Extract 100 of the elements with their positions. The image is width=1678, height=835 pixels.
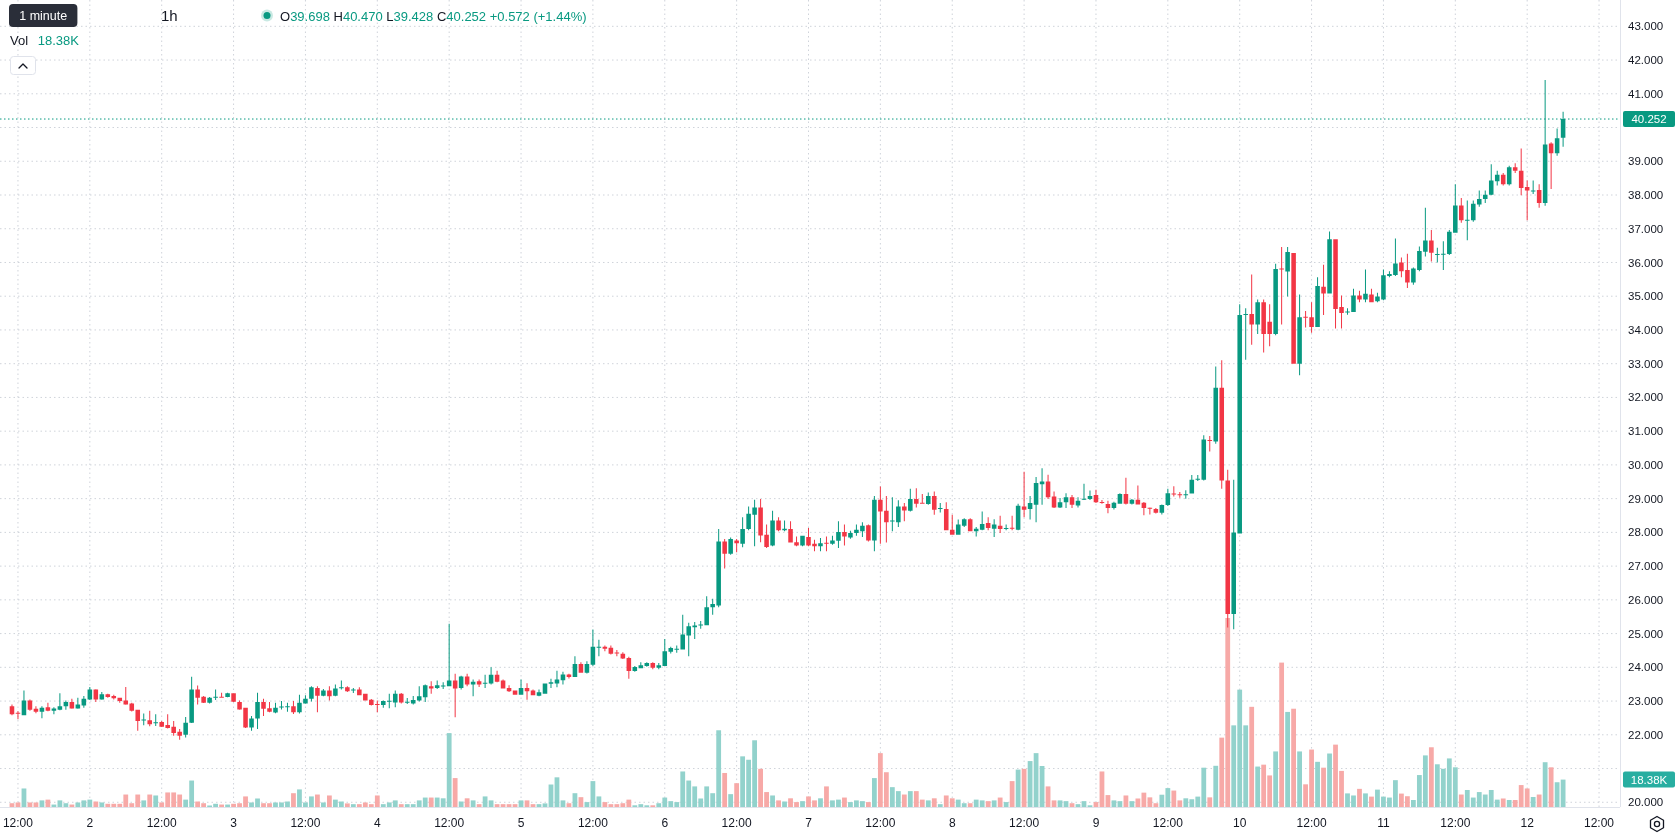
bar — [1285, 711, 1291, 807]
bar — [722, 772, 728, 807]
bar — [464, 798, 470, 807]
candlestick — [207, 697, 212, 704]
x-tick-label: 2 — [86, 816, 94, 831]
y-tick-label: 22.000 — [1628, 728, 1664, 741]
ref-line-label: 40.252 — [1631, 113, 1667, 126]
y-tick-label: 30.000 — [1628, 458, 1664, 471]
candlestick — [189, 676, 194, 723]
bar — [542, 803, 548, 807]
x-tick-label: 12:00 — [290, 816, 321, 831]
bar — [1321, 767, 1326, 807]
candlestick — [1249, 274, 1254, 345]
candlestick — [1321, 264, 1326, 316]
candlestick — [722, 539, 727, 569]
bar — [1273, 751, 1279, 807]
bar — [925, 800, 931, 807]
x-tick-label: 12:00 — [1152, 816, 1184, 831]
bar — [800, 801, 805, 807]
candlestick — [309, 686, 314, 702]
bar — [141, 800, 147, 807]
bar — [1279, 662, 1285, 807]
y-tick-label: 32.000 — [1628, 391, 1664, 404]
bar — [27, 802, 33, 807]
candlestick — [351, 687, 356, 693]
candlestick — [1177, 491, 1183, 498]
bar — [1249, 706, 1255, 807]
bar — [1530, 796, 1536, 807]
bar — [1297, 751, 1302, 807]
y-tick-label: 31.000 — [1628, 425, 1664, 438]
candlestick — [908, 488, 913, 512]
y-tick-label: 35.000 — [1628, 290, 1664, 303]
bar — [782, 801, 787, 807]
candlestick — [1255, 299, 1260, 334]
bar — [33, 802, 39, 807]
candlestick — [800, 535, 805, 547]
y-tick-label: 37.000 — [1628, 222, 1664, 235]
y-tick-label: 26.000 — [1628, 593, 1664, 606]
x-tick-label: 12:00 — [577, 816, 609, 831]
bar — [1015, 769, 1021, 807]
candlestick — [1357, 290, 1362, 303]
bar — [1542, 762, 1548, 807]
candlestick — [1213, 366, 1219, 444]
candlestick — [1465, 200, 1470, 241]
bar — [866, 802, 871, 807]
y-tick-label: 36.000 — [1628, 256, 1664, 269]
x-tick-label: 12 — [1520, 816, 1535, 831]
text: 1h — [161, 7, 178, 24]
bar — [1428, 747, 1434, 807]
candlestick — [321, 688, 326, 697]
candlestick — [596, 639, 602, 657]
candlestick — [1429, 230, 1434, 262]
y-tick-label: 23.000 — [1628, 695, 1664, 708]
candlestick — [1021, 471, 1027, 518]
y-tick-label: 28.000 — [1628, 526, 1664, 539]
bar — [1327, 753, 1332, 807]
candlestick — [728, 537, 733, 555]
bar — [344, 803, 350, 807]
candlestick — [183, 716, 188, 738]
candlestick — [949, 514, 955, 535]
candlestick — [339, 680, 344, 690]
candlestick — [1471, 200, 1476, 222]
bar — [1458, 794, 1464, 807]
candlestick — [1039, 468, 1045, 505]
bar — [452, 778, 458, 807]
candlestick — [1243, 308, 1248, 360]
x-tick-label: 6 — [661, 816, 669, 831]
candlestick — [1530, 180, 1536, 194]
bar — [470, 800, 476, 807]
y-tick-label: 29.000 — [1628, 492, 1664, 505]
candlestick — [764, 524, 769, 548]
y-tick-label: 43.000 — [1628, 20, 1664, 33]
y-tick-label: 27.000 — [1628, 560, 1664, 573]
bar — [1506, 800, 1512, 807]
x-tick-label: 7 — [805, 816, 813, 831]
bar — [1213, 765, 1219, 807]
candlestick — [291, 701, 296, 714]
candlestick — [1363, 269, 1368, 303]
candlestick — [1524, 180, 1530, 221]
candlestick — [734, 539, 739, 553]
y-tick-label: 20.000 — [1628, 796, 1664, 809]
bar — [734, 783, 740, 807]
y-tick-label: 38.000 — [1628, 189, 1664, 202]
x-tick-label: 5 — [517, 816, 525, 831]
candlestick — [273, 702, 278, 714]
bar — [1315, 761, 1320, 807]
candlestick — [446, 623, 452, 687]
bar — [291, 793, 296, 807]
bar — [1548, 767, 1554, 807]
bar — [824, 786, 829, 807]
bar — [326, 795, 332, 807]
candlestick — [141, 713, 147, 726]
bar — [428, 797, 434, 807]
bar — [728, 794, 734, 807]
x-tick-label: 4 — [373, 816, 381, 831]
candlestick — [1315, 277, 1320, 327]
candlestick — [818, 538, 823, 552]
candlestick — [931, 491, 937, 515]
bar — [901, 794, 907, 807]
candlestick — [219, 692, 224, 698]
